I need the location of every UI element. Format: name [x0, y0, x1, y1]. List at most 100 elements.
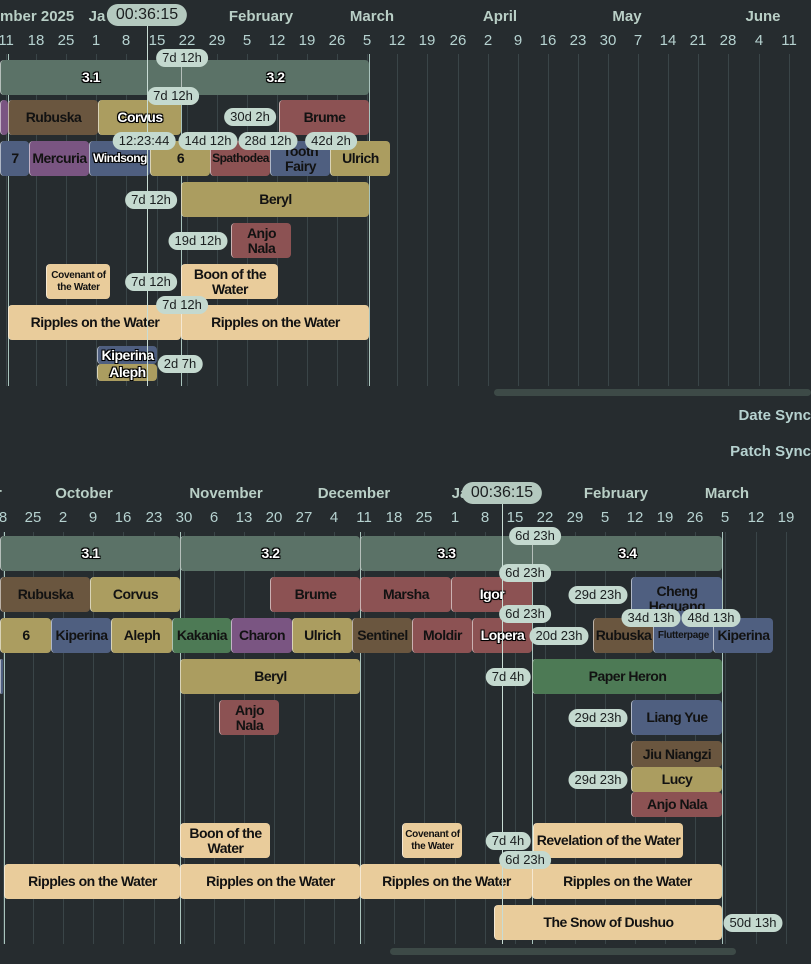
event-block-kiperina[interactable]: Kiperina — [97, 346, 157, 364]
event-block-the-snow-of-dushuo[interactable]: The Snow of Dushuo — [494, 905, 722, 940]
day-tick-label: 9 — [513, 32, 523, 49]
event-block-aleph[interactable]: Aleph — [97, 364, 157, 381]
event-block-ripples-on-the-water[interactable]: Ripples on the Water — [181, 305, 369, 340]
event-block-anjo-nala[interactable]: Anjo Nala — [231, 223, 291, 258]
event-label: Windsong — [93, 151, 147, 165]
event-block-aleph[interactable]: Aleph — [111, 618, 172, 653]
day-tick-label: 5 — [362, 32, 372, 49]
grid-line — [6, 54, 7, 386]
event-label: Boon of the Water — [193, 265, 267, 297]
day-tick-label: 1 — [450, 509, 460, 526]
event-block-liang-yue[interactable]: Liang Yue — [631, 700, 722, 735]
event-label: Brume — [303, 109, 346, 125]
event-block-moldir[interactable]: Moldir — [412, 618, 472, 653]
current-time-line — [502, 503, 503, 944]
event-label: 6 — [22, 627, 30, 643]
day-tick-label: 12 — [388, 32, 406, 49]
event-block-brume[interactable]: Brume — [270, 577, 360, 612]
event-block-ripples-on-the-water[interactable]: Ripples on the Water — [8, 305, 181, 340]
grid-line — [247, 54, 248, 386]
event-block-blank[interactable] — [0, 100, 8, 135]
event-block-brume[interactable]: Brume — [279, 100, 369, 135]
day-tick-label: 27 — [295, 509, 313, 526]
event-block-revelation-of-the-water[interactable]: Revelation of the Water — [533, 823, 683, 858]
day-tick-label: 19 — [298, 32, 316, 49]
event-block-beryl[interactable]: Beryl — [181, 182, 369, 217]
event-block-ripples-on-the-water[interactable]: Ripples on the Water — [4, 864, 180, 899]
patch-boundary-line — [722, 532, 723, 944]
event-block-boon-of-the-water[interactable]: Boon of the Water — [180, 823, 270, 858]
event-block-anjo-nala[interactable]: Anjo Nala — [631, 792, 722, 817]
patch-bar-3-1[interactable]: 3.1 — [0, 536, 180, 571]
grid-line — [214, 532, 215, 944]
countdown-badge: 48d 13h — [681, 609, 741, 627]
event-block-corvus[interactable]: Corvus — [90, 577, 180, 612]
event-block-anjo-nala[interactable]: Anjo Nala — [219, 700, 279, 735]
day-tick-label: 16 — [539, 32, 557, 49]
countdown-badge: 30d 2h — [224, 108, 276, 126]
event-block-ripples-on-the-water[interactable]: Ripples on the Water — [532, 864, 722, 899]
patch-bar-3-2[interactable]: 3.2 — [181, 60, 369, 95]
event-block-corvus[interactable]: Corvus — [98, 100, 181, 135]
countdown-badge: 7d 12h — [147, 87, 199, 105]
event-block-jiu-niangzi[interactable]: Jiu Niangzi — [631, 741, 722, 767]
event-block-lucy[interactable]: Lucy — [631, 767, 722, 792]
event-block-charon[interactable]: Charon — [231, 618, 292, 653]
event-label: Flutterpage — [657, 629, 710, 641]
day-tick-label: 7 — [633, 32, 643, 49]
event-block-rubuska[interactable]: Rubuska — [0, 577, 90, 612]
bottom-horizontal-scrollbar[interactable] — [390, 948, 736, 955]
event-block-ripples-on-the-water[interactable]: Ripples on the Water — [180, 864, 360, 899]
event-block-kiperina[interactable]: Kiperina — [713, 618, 773, 653]
patch-sync-label[interactable]: Patch Sync — [730, 443, 811, 460]
day-tick-label: 23 — [145, 509, 163, 526]
event-block-rubuska[interactable]: Rubuska — [8, 100, 98, 135]
event-block-7[interactable]: 7 — [0, 141, 29, 176]
event-label: Paper Heron — [588, 668, 667, 684]
event-block-blank[interactable] — [0, 659, 3, 694]
countdown-badge: 2d 7h — [157, 355, 203, 373]
patch-bar-3-4[interactable]: 3.4 — [532, 536, 722, 571]
grid-line — [337, 54, 338, 386]
event-block-paper-heron[interactable]: Paper Heron — [532, 659, 722, 694]
event-label: Anjo Nala — [246, 224, 277, 256]
event-block-sentinel[interactable]: Sentinel — [352, 618, 412, 653]
event-label: Kakania — [176, 627, 228, 643]
event-block-covenant-of-the-water[interactable]: Covenant of the Water — [402, 823, 462, 858]
day-tick-label: 19 — [418, 32, 436, 49]
day-tick-label: 30 — [599, 32, 617, 49]
event-block-ripples-on-the-water[interactable]: Ripples on the Water — [360, 864, 532, 899]
month-label: March — [349, 8, 395, 25]
top-horizontal-scrollbar[interactable] — [494, 389, 811, 396]
grid-line — [427, 54, 428, 386]
countdown-badge: 7d 4h — [485, 668, 531, 686]
day-tick-label: 8 — [0, 509, 8, 526]
event-block-6[interactable]: 6 — [0, 618, 51, 653]
patch-boundary-line — [180, 532, 181, 944]
event-block-covenant-of-the-water[interactable]: Covenant of the Water — [46, 264, 110, 299]
patch-bar-3-2[interactable]: 3.2 — [180, 536, 360, 571]
day-tick-label: 30 — [175, 509, 193, 526]
event-label: 3.3 — [437, 545, 456, 561]
countdown-badge: 6d 23h — [499, 605, 551, 623]
countdown-badge: 50d 13h — [723, 914, 783, 932]
month-label: November — [189, 485, 263, 502]
date-sync-label[interactable]: Date Sync — [738, 407, 811, 424]
event-block-kiperina[interactable]: Kiperina — [51, 618, 111, 653]
patch-boundary-line — [4, 532, 5, 944]
event-block-kakania[interactable]: Kakania — [172, 618, 231, 653]
event-label: Spathodea — [212, 151, 269, 165]
event-block-boon-of-the-water[interactable]: Boon of the Water — [181, 264, 278, 299]
event-label: 3.2 — [266, 69, 285, 85]
month-label: June — [745, 8, 781, 25]
event-label: Brume — [294, 586, 337, 602]
event-block-mercuria[interactable]: Mercuria — [29, 141, 89, 176]
day-tick-label: 26 — [449, 32, 467, 49]
event-block-marsha[interactable]: Marsha — [360, 577, 451, 612]
day-tick-label: 2 — [483, 32, 493, 49]
month-label: October — [55, 485, 113, 502]
event-label: 6 — [176, 150, 185, 166]
event-block-ulrich[interactable]: Ulrich — [292, 618, 352, 653]
event-block-beryl[interactable]: Beryl — [180, 659, 360, 694]
countdown-badge: 29d 23h — [568, 771, 628, 789]
